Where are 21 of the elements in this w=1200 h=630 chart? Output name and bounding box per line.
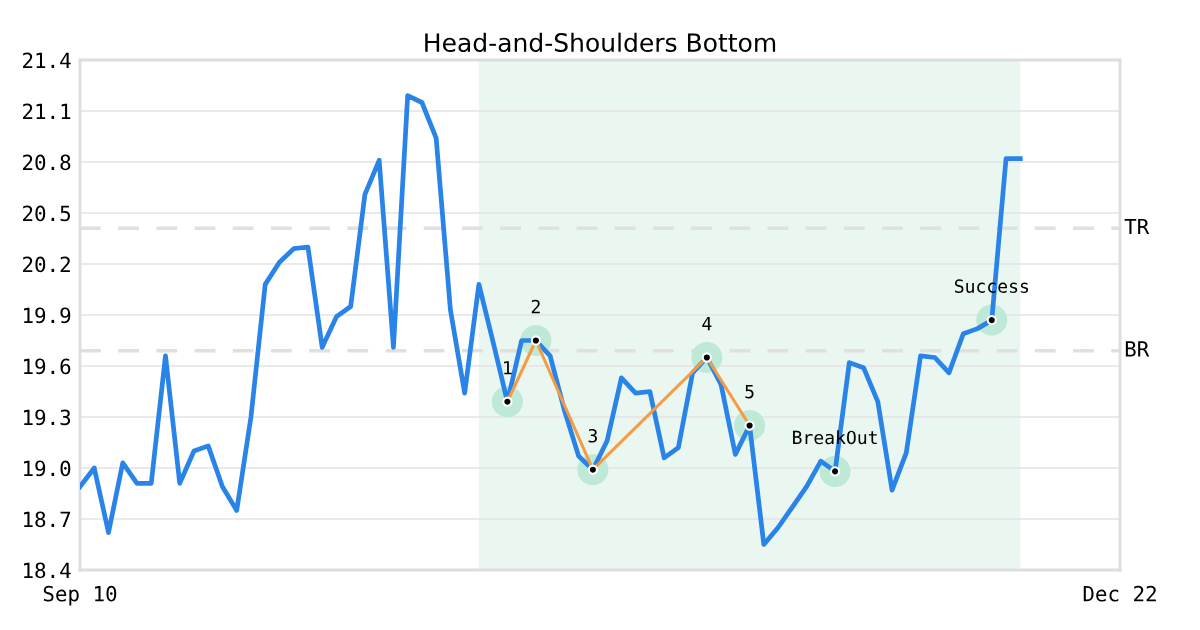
y-tick-label: 18.7 bbox=[24, 511, 71, 528]
y-tick-label: 18.4 bbox=[24, 562, 71, 579]
ref-line-label: TR bbox=[1124, 218, 1150, 235]
chart-title: Head-and-Shoulders Bottom bbox=[425, 32, 776, 53]
y-tick-label: 20.8 bbox=[23, 154, 71, 171]
x-tick-label: Dec 22 bbox=[1083, 585, 1156, 602]
y-tick-label: 19.3 bbox=[24, 409, 71, 426]
y-tick-label: 19.6 bbox=[24, 358, 71, 375]
ref-line-label: BR bbox=[1125, 341, 1150, 357]
x-tick-label: Sep 10 bbox=[43, 585, 117, 606]
annotation: 5 bbox=[745, 384, 754, 399]
annotation: 4 bbox=[702, 316, 712, 331]
annotation: 3 bbox=[588, 428, 597, 443]
y-tick-label: 21.1 bbox=[23, 103, 71, 119]
annotation: 2 bbox=[531, 299, 540, 314]
y-tick-label: 20.2 bbox=[23, 256, 70, 273]
y-tick-label: 21.4 bbox=[23, 52, 71, 68]
annotation: 1 bbox=[504, 361, 512, 375]
y-tick-label: 19.9 bbox=[24, 307, 71, 324]
y-tick-label: 20.5 bbox=[23, 205, 70, 222]
y-tick-label: 19.0 bbox=[24, 460, 71, 477]
